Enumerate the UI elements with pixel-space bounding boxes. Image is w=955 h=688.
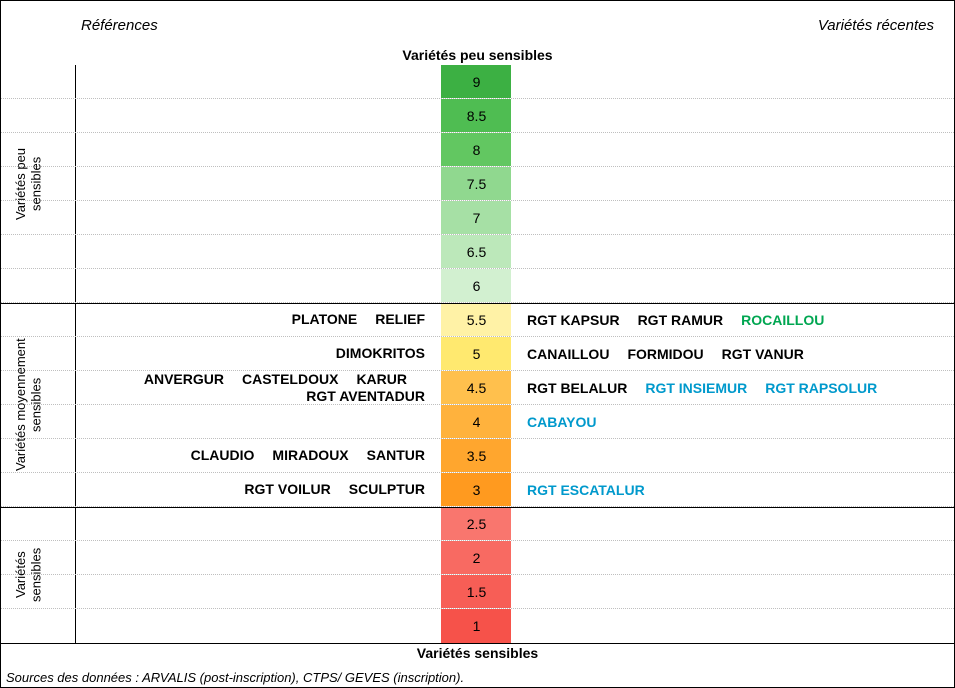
scale-row: ANVERGURCASTELDOUXKARURRGT AVENTADUR4.5R… — [1, 371, 954, 405]
scale-row: 2 — [1, 541, 954, 575]
variety-label: RGT AVENTADUR — [306, 388, 425, 404]
variety-label: RGT VOILUR — [244, 481, 330, 497]
reference-varieties: CLAUDIO MIRADOUX SANTUR — [76, 447, 441, 463]
variety-label: KARUR — [356, 371, 407, 387]
variety-label: SCULPTUR — [349, 481, 425, 497]
scale-value: 5.5 — [441, 303, 511, 336]
variety-label: CABAYOU — [527, 414, 597, 430]
recent-varieties: CANAILLOU FORMIDOU RGT VANUR — [511, 346, 954, 362]
scale-value: 1 — [441, 609, 511, 643]
section-label: Variétés peu sensibles — [13, 65, 44, 303]
variety-label: ANVERGUR — [144, 371, 224, 387]
variety-label: RGT KAPSUR — [527, 312, 620, 328]
variety-label: ROCAILLOU — [741, 312, 824, 328]
variety-label: PLATONE — [292, 311, 358, 327]
scale-row: RGT VOILUR SCULPTUR 3 RGT ESCATALUR — [1, 473, 954, 507]
reference-varieties: RGT VOILUR SCULPTUR — [76, 481, 441, 497]
scale-row: 7 — [1, 201, 954, 235]
scale-value: 7.5 — [441, 167, 511, 200]
variety-label: DIMOKRITOS — [336, 345, 425, 361]
section-label: Variétés sensibles — [13, 507, 44, 643]
scale-value: 4 — [441, 405, 511, 438]
scale-value: 1.5 — [441, 575, 511, 608]
header-right: Variétés récentes — [818, 17, 934, 34]
variety-label: RGT ESCATALUR — [527, 482, 645, 498]
scale-value: 6 — [441, 269, 511, 302]
column-headers: Références Variétés récentes — [81, 17, 934, 34]
scale-grid: 98.587.576.56PLATONERELIEF5.5RGT KAPSURR… — [1, 65, 954, 643]
scale-value: 5 — [441, 337, 511, 370]
data-source: Sources des données : ARVALIS (post-insc… — [6, 670, 464, 685]
section-label: Variétés moyennement sensibles — [13, 303, 44, 507]
sensitivity-chart: Références Variétés récentes Variétés pe… — [0, 0, 955, 688]
variety-label: RELIEF — [375, 311, 425, 327]
reference-varieties: DIMOKRITOS — [76, 345, 441, 361]
variety-label: CASTELDOUX — [242, 371, 338, 387]
header-left: Références — [81, 17, 158, 34]
variety-label: RGT INSIEMUR — [645, 380, 747, 396]
scale-row: 4 CABAYOU — [1, 405, 954, 439]
variety-label: RGT RAPSOLUR — [765, 380, 877, 396]
scale-top-label: Variétés peu sensibles — [1, 47, 954, 63]
scale-value: 2 — [441, 541, 511, 574]
variety-label: SANTUR — [367, 447, 425, 463]
recent-varieties: RGT ESCATALUR — [511, 482, 954, 498]
section-divider — [1, 643, 954, 644]
scale-value: 2.5 — [441, 507, 511, 540]
scale-row: DIMOKRITOS 5 CANAILLOU FORMIDOU RGT VANUR — [1, 337, 954, 371]
scale-value: 3.5 — [441, 439, 511, 472]
scale-row: 8.5 — [1, 99, 954, 133]
scale-row: 1 — [1, 609, 954, 643]
recent-varieties: RGT BELALUR RGT INSIEMUR RGT RAPSOLUR — [511, 380, 954, 396]
scale-value: 8.5 — [441, 99, 511, 132]
scale-row: 2.5 — [1, 507, 954, 541]
scale-value: 8 — [441, 133, 511, 166]
scale-value: 4.5 — [441, 371, 511, 404]
reference-varieties: PLATONE RELIEF — [76, 311, 441, 327]
scale-row: 1.5 — [1, 575, 954, 609]
variety-label: RGT BELALUR — [527, 380, 627, 396]
variety-label: FORMIDOU — [627, 346, 703, 362]
scale-value: 7 — [441, 201, 511, 234]
scale-value: 3 — [441, 473, 511, 506]
scale-row: PLATONE RELIEF 5.5 RGT KAPSUR RGT RAMUR ROCAI… — [1, 303, 954, 337]
scale-row: 7.5 — [1, 167, 954, 201]
section-divider — [1, 507, 954, 508]
scale-row: 9 — [1, 65, 954, 99]
scale-value: 9 — [441, 65, 511, 98]
scale-row: 8 — [1, 133, 954, 167]
section-divider — [1, 303, 954, 304]
recent-varieties: CABAYOU — [511, 414, 954, 430]
recent-varieties: RGT KAPSUR RGT RAMUR ROCAILLOU — [511, 312, 954, 328]
scale-bottom-label: Variétés sensibles — [1, 645, 954, 661]
reference-varieties: ANVERGUR CASTELDOUX KARURRGT AVENTADUR — [76, 371, 441, 403]
scale-row: CLAUDIO MIRADOUX SANTUR 3.5 — [1, 439, 954, 473]
variety-label: CANAILLOU — [527, 346, 609, 362]
scale-value: 6.5 — [441, 235, 511, 268]
variety-label: RGT RAMUR — [638, 312, 724, 328]
variety-label: MIRADOUX — [272, 447, 348, 463]
variety-label: CLAUDIO — [191, 447, 255, 463]
scale-row: 6.5 — [1, 235, 954, 269]
variety-label: RGT VANUR — [722, 346, 804, 362]
scale-row: 6 — [1, 269, 954, 303]
